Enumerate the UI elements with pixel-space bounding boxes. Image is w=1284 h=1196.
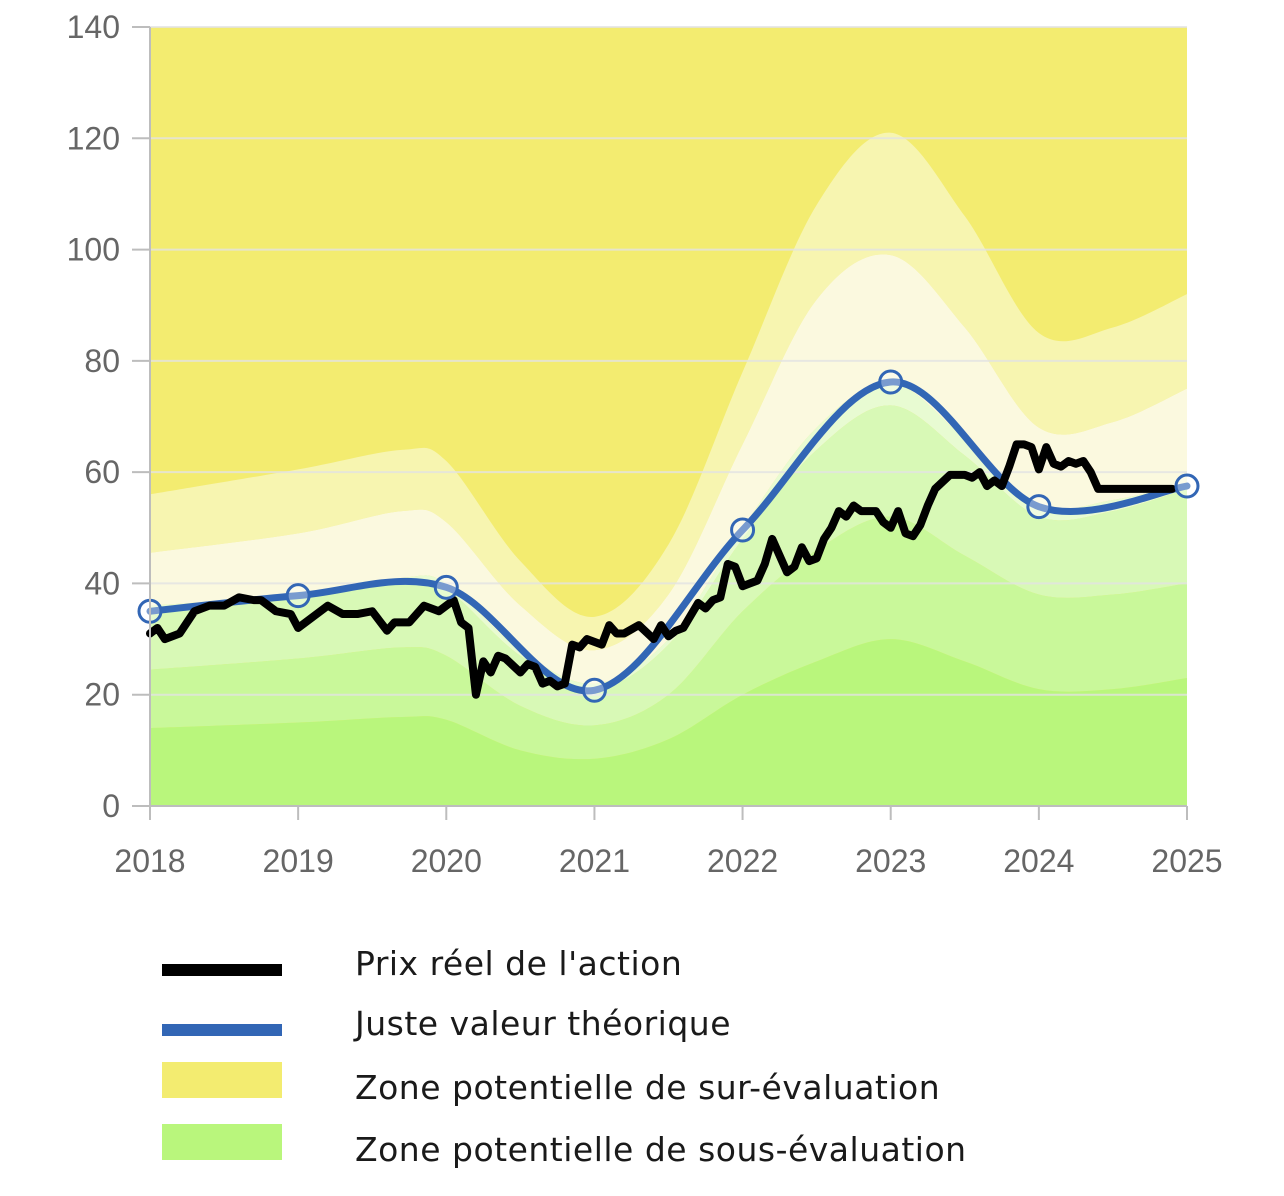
x-tick-label-2022: 2022 (707, 843, 778, 879)
x-tick-label-2018: 2018 (114, 843, 185, 879)
axis-layer: 0 20 40 60 80 100 120 140 2018 2019 2020 2021 2022 20… (67, 9, 1223, 879)
series-layer (137, 369, 1200, 703)
y-tick-label-60: 60 (84, 454, 120, 490)
x-tick-label-2024: 2024 (1003, 843, 1074, 879)
legend-label-price: Prix réel de l'action (355, 944, 683, 983)
x-tick-label-2025: 2025 (1151, 843, 1222, 879)
fair-value-point-2021 (581, 677, 607, 703)
fair-value-point-2024 (1026, 494, 1052, 520)
fair-value-point-2022 (730, 517, 756, 543)
band-undervaluation-middle (150, 516, 1187, 760)
legend-swatch-price (162, 964, 282, 976)
fair-value-point-2025 (1174, 473, 1200, 499)
valuation-chart: 0 20 40 60 80 100 120 140 2018 2019 2020 2021 2022 20… (67, 9, 1223, 879)
legend-item-fair-value: Juste valeur théorique (162, 990, 1162, 1050)
y-tick-label-0: 0 (102, 788, 120, 824)
legend-label-fair-value: Juste valeur théorique (355, 1004, 732, 1043)
legend-label-undervaluation: Zone potentielle de sous-évaluation (355, 1130, 967, 1169)
y-tick-label-40: 40 (84, 565, 120, 601)
legend-item-price: Prix réel de l'action (162, 930, 1162, 990)
legend: Prix réel de l'action Juste valeur théor… (162, 930, 1162, 1172)
band-overvaluation-middle (150, 132, 1187, 651)
fair-value-point-2019 (285, 583, 311, 609)
band-layer (150, 27, 1187, 806)
y-tick-label-140: 140 (67, 9, 120, 45)
fair-value-point-2023 (878, 369, 904, 395)
y-tick-label-120: 120 (67, 120, 120, 156)
band-undervaluation-outer (150, 639, 1187, 806)
fair-value-point-2020 (433, 574, 459, 600)
y-tick-label-100: 100 (67, 232, 120, 268)
fair-value-line (146, 378, 1191, 695)
grid-layer (150, 26, 1187, 696)
band-undervaluation-inner (150, 405, 1187, 726)
y-tick-label-80: 80 (84, 343, 120, 379)
x-tick-label-2023: 2023 (855, 843, 926, 879)
legend-swatch-undervaluation (162, 1124, 282, 1160)
x-tick-label-2021: 2021 (559, 843, 630, 879)
legend-item-overvaluation: Zone potentielle de sur-évaluation (162, 1050, 1162, 1112)
legend-label-overvaluation: Zone potentielle de sur-évaluation (355, 1068, 941, 1107)
x-tick-label-2019: 2019 (263, 843, 334, 879)
x-tick-label-2020: 2020 (411, 843, 482, 879)
legend-swatch-overvaluation (162, 1062, 282, 1098)
legend-swatch-fair-value (162, 1024, 282, 1036)
legend-item-undervaluation: Zone potentielle de sous-évaluation (162, 1112, 1162, 1172)
price-line (146, 440, 1177, 699)
y-tick-label-20: 20 (84, 677, 120, 713)
